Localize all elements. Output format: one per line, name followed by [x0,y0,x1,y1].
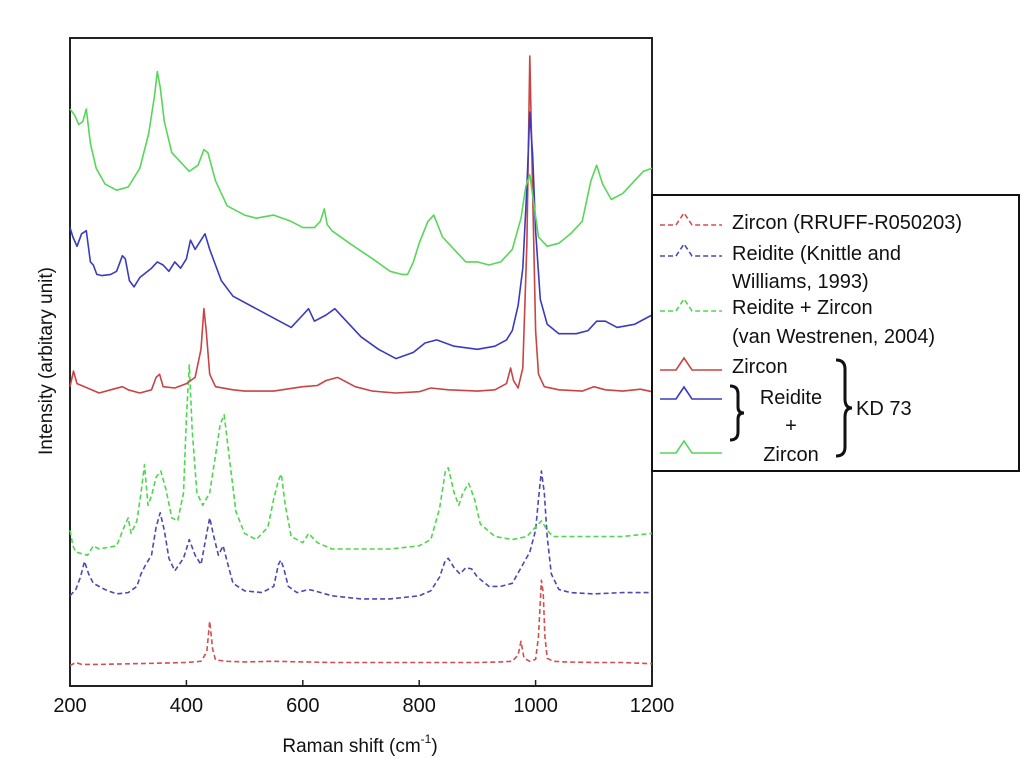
series-line-0 [69,579,653,667]
x-axis: 200 400 600 800 1000 1200 [53,680,674,717]
legend-label-zircon-kd73: Zircon [732,356,788,378]
legend-label-reidite-kd73: Reidite [760,387,822,409]
series-line-4 [69,111,653,360]
x-tick-label-3: 800 [403,695,436,717]
x-tick-label-5: 1200 [630,695,675,717]
x-axis-label-close: ) [431,736,437,757]
legend-swatch-0 [660,211,722,226]
series-group [69,55,653,667]
legend-label-reidite-zircon-vw-line2: (van Westrenen, 2004) [732,326,935,348]
legend-label-reidite-knittle-line2: Williams, 1993) [732,271,869,293]
legend-swatch-1 [660,242,722,257]
legend-swatches [660,211,722,454]
series-line-2 [69,364,653,556]
legend-swatch-3 [660,356,722,371]
x-axis-label-superscript: -1 [421,732,432,746]
x-tick-label-0: 200 [53,695,86,717]
legend-label-zircon-rruff: Zircon (RRUFF-R050203) [732,212,962,234]
legend-frame [651,194,1020,472]
legend-group-label-kd73: KD 73 [856,398,912,420]
legend-label-plus-kd73: + [785,415,797,437]
legend-outer-brace [835,358,853,458]
x-axis-label: Raman shift (cm-1) [282,732,437,757]
legend-swatch-4 [660,385,722,400]
legend-inner-brace [729,384,745,442]
series-line-3 [69,55,653,394]
x-tick-label-1: 400 [170,695,203,717]
legend-swatch-5 [660,439,722,454]
x-tick-label-4: 1000 [513,695,558,717]
legend: Zircon (RRUFF-R050203) Reidite (Knittle … [651,194,1020,472]
legend-label-reidite-knittle: Reidite (Knittle and [732,243,901,265]
plot-frame [69,37,653,687]
legend-label-reidite-zircon-vw: Reidite + Zircon [732,297,873,319]
x-tick-label-2: 600 [286,695,319,717]
series-line-5 [69,70,653,276]
legend-swatch-2 [660,297,722,312]
series-line-1 [69,470,652,600]
legend-label-zircon2-kd73: Zircon [763,444,819,466]
y-axis-label: Intensity (arbitary unit) [36,267,57,455]
